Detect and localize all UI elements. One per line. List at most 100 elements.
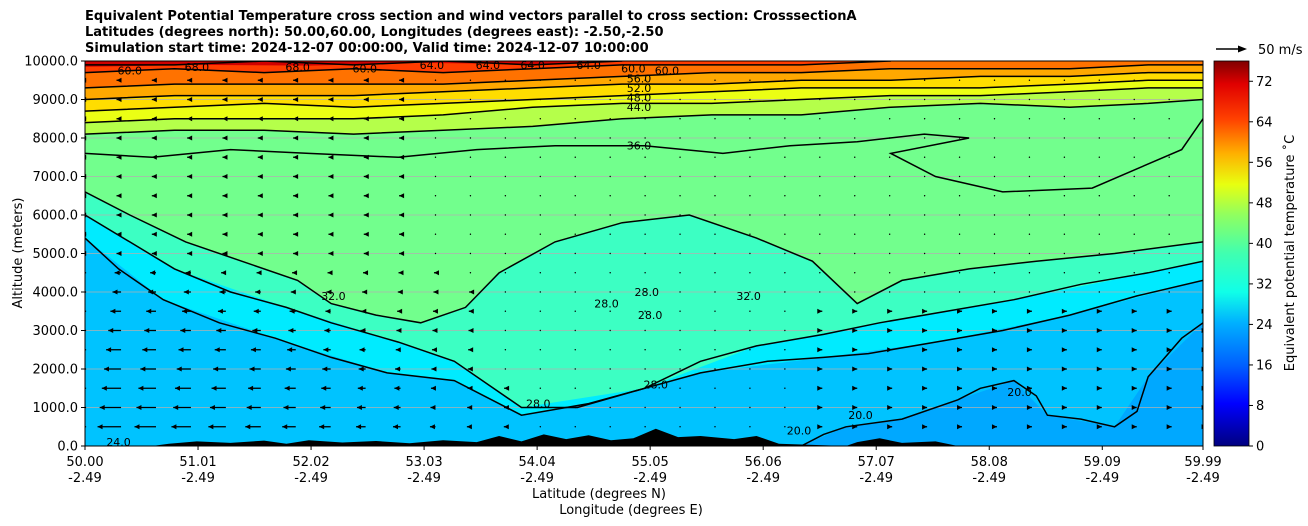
wind-vector: [993, 118, 996, 120]
wind-vector-head: [887, 347, 893, 353]
wind-vector: [923, 195, 926, 197]
wind-vector: [644, 233, 646, 235]
wind-vector: [819, 137, 821, 139]
wind-vector: [1203, 195, 1204, 196]
wind-vector-head: [1061, 347, 1067, 353]
wind-vector-head: [222, 193, 228, 199]
contour-label: 24.0: [106, 436, 131, 449]
wind-vector: [574, 98, 576, 101]
contour-label: 60.0: [655, 65, 680, 78]
wind-vector-head: [852, 366, 858, 372]
wind-vector-head: [395, 366, 401, 372]
wind-vector: [644, 195, 646, 197]
wind-vector-head: [1061, 366, 1067, 372]
wind-vector-head: [257, 135, 263, 141]
wind-vector: [469, 79, 472, 81]
contour-label: 56.0: [627, 72, 652, 85]
wind-vector-head: [284, 385, 290, 391]
contour-label: 28.0: [635, 286, 660, 299]
wind-vector: [958, 195, 961, 197]
wind-vector-head: [922, 405, 928, 410]
wind-vector-head: [957, 385, 963, 391]
wind-vector-head: [178, 347, 184, 353]
wind-vector: [1168, 137, 1170, 139]
wind-vector-head: [99, 405, 105, 410]
wind-vector: [888, 156, 891, 158]
wind-vector: [539, 368, 542, 370]
wind-vector-head: [65, 386, 70, 391]
wind-vector: [644, 98, 646, 101]
wind-vector: [1028, 195, 1031, 197]
wind-vector-head: [97, 424, 103, 430]
wind-vector-head: [357, 385, 363, 391]
wind-vector: [539, 118, 542, 120]
wind-vector-head: [116, 174, 122, 179]
wind-vector: [1028, 233, 1031, 235]
wind-vector-head: [358, 366, 364, 372]
wind-vector-head: [285, 366, 291, 372]
wind-vector-head: [887, 385, 893, 391]
wind-vector-head: [151, 77, 157, 83]
wind-vector: [469, 252, 472, 255]
wind-vector-head: [430, 405, 436, 410]
wind-vector: [539, 291, 542, 293]
wind-vector-head: [144, 328, 150, 333]
wind-vector-head: [293, 116, 299, 122]
wind-vector-head: [257, 174, 263, 179]
wind-vector: [644, 252, 646, 255]
wind-vector: [784, 310, 786, 312]
wind-vector: [1133, 195, 1135, 197]
wind-vector: [714, 156, 716, 158]
wind-vector-head: [991, 347, 997, 353]
wind-vector: [679, 310, 681, 312]
wind-vector: [888, 175, 891, 178]
contour-line-64.0: [85, 61, 623, 66]
wind-vector: [679, 195, 681, 197]
wind-vector-head: [1166, 366, 1172, 372]
contour-label: 60.0: [118, 65, 143, 78]
wind-vector-head: [1131, 366, 1137, 372]
wind-vector-head: [187, 231, 193, 237]
wind-vector-head: [399, 97, 405, 102]
contour-label: 68.0: [285, 61, 310, 74]
wind-vector: [749, 387, 751, 389]
wind-vector-head: [283, 405, 289, 410]
wind-vector: [609, 349, 611, 351]
wind-vector-head: [1131, 347, 1137, 353]
contour-labels: 60.0 68.0 68.0 60.0 64.0 64.0 64.0 64.0 60.0 60.0…: [106, 61, 1031, 449]
wind-vector: [679, 175, 681, 178]
wind-vector: [644, 156, 646, 158]
wind-vector: [1133, 98, 1135, 101]
wind-vector: [644, 426, 646, 428]
wind-vector: [504, 252, 507, 255]
theta-band-22: [85, 322, 1203, 446]
wind-vector: [888, 252, 891, 255]
colorbar-tick-label: 48: [1256, 196, 1273, 211]
wind-vector-head: [363, 116, 369, 122]
wind-vector-head: [1026, 366, 1032, 372]
wind-vector: [504, 368, 507, 370]
wind-vector-head: [1166, 405, 1172, 410]
wind-vector: [784, 329, 786, 332]
wind-vector-head: [222, 231, 228, 237]
wind-vector: [1168, 233, 1170, 235]
wind-vector-head: [187, 154, 193, 160]
wind-vector: [854, 137, 856, 139]
wind-vector: [539, 156, 542, 158]
wind-vector: [1203, 157, 1204, 158]
wind-vector-head: [116, 77, 122, 83]
wind-vector: [609, 98, 611, 101]
wind-vector: [574, 156, 576, 158]
wind-vector: [714, 310, 716, 312]
wind-vector: [784, 368, 786, 370]
wind-vector-head: [467, 405, 473, 410]
colorbar-tick-label: 24: [1256, 318, 1273, 333]
x-tick-label-lat: 54.04: [519, 455, 556, 470]
wind-vector-head: [817, 405, 823, 410]
theta-band-24: [85, 238, 1203, 446]
wind-vector: [469, 137, 472, 139]
wind-vector-head: [359, 347, 365, 353]
wind-vector: [574, 118, 576, 120]
wind-vector-head: [328, 97, 334, 102]
